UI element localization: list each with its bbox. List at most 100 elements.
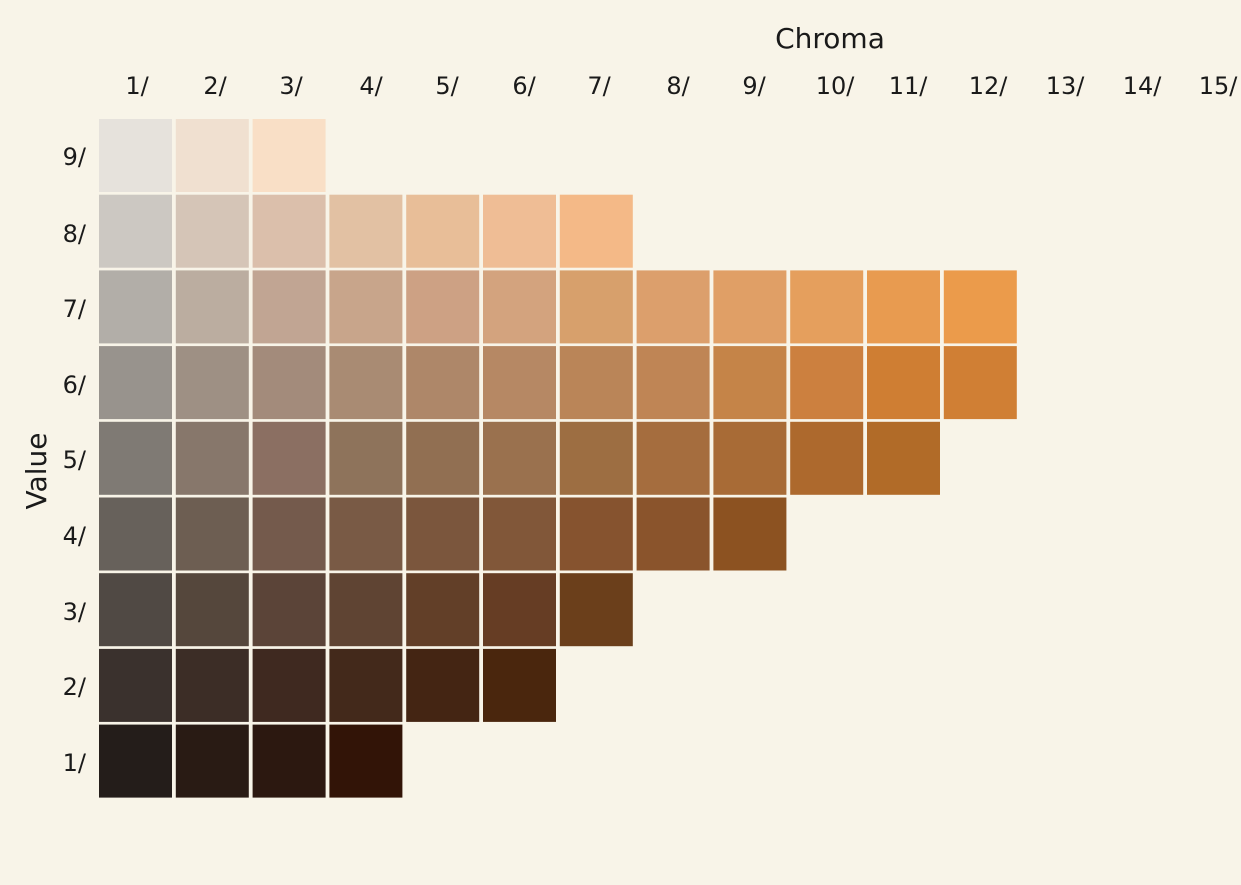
color-chip	[175, 346, 249, 420]
color-chip	[713, 421, 787, 495]
color-chip	[559, 194, 633, 268]
y-tick-label: 2/	[63, 673, 87, 701]
color-chip	[99, 724, 172, 798]
x-tick-label: 9/	[742, 72, 766, 100]
color-chip	[713, 346, 787, 420]
x-tick-label: 2/	[203, 72, 227, 100]
color-chip	[252, 724, 326, 798]
color-chip	[99, 346, 172, 420]
color-chip	[559, 346, 633, 420]
color-chip	[406, 497, 480, 571]
y-tick-label: 8/	[63, 220, 87, 248]
color-chip	[559, 421, 633, 495]
y-axis-title: Value	[20, 433, 53, 510]
color-chip	[636, 421, 710, 495]
color-chip	[483, 573, 556, 647]
color-chip	[483, 346, 556, 420]
color-chip	[252, 270, 326, 344]
color-chip	[329, 194, 403, 268]
color-chip	[406, 270, 480, 344]
color-chip	[406, 648, 480, 722]
x-tick-label: 8/	[666, 72, 690, 100]
color-chip	[559, 573, 633, 647]
color-chip	[329, 346, 403, 420]
color-chip	[406, 573, 480, 647]
color-chip	[483, 270, 556, 344]
color-chip	[329, 573, 403, 647]
color-chip	[483, 194, 556, 268]
color-chip	[329, 270, 403, 344]
color-chip	[252, 119, 326, 192]
color-chip	[867, 421, 940, 495]
color-chip	[252, 346, 326, 420]
color-chip	[867, 270, 940, 344]
color-chip	[175, 497, 249, 571]
x-tick-label: 5/	[435, 72, 459, 100]
y-tick-label: 7/	[63, 295, 87, 323]
y-tick-label: 4/	[63, 522, 87, 550]
color-chip	[99, 119, 172, 192]
color-chip	[943, 270, 1017, 344]
x-tick-label: 13/	[1046, 72, 1086, 100]
x-tick-label: 3/	[279, 72, 303, 100]
color-chip	[99, 573, 172, 647]
color-chip	[559, 270, 633, 344]
x-tick-label: 10/	[816, 72, 856, 100]
y-tick-label: 5/	[63, 446, 87, 474]
color-chip	[175, 573, 249, 647]
color-chip	[483, 497, 556, 571]
color-chip	[252, 497, 326, 571]
color-chip	[175, 421, 249, 495]
color-chip	[867, 346, 940, 420]
color-chip	[99, 421, 172, 495]
color-chip	[175, 648, 249, 722]
color-chip	[252, 421, 326, 495]
color-chip	[636, 497, 710, 571]
color-chip	[175, 724, 249, 798]
color-chip	[329, 724, 403, 798]
y-tick-label: 6/	[63, 371, 87, 399]
color-chip	[713, 270, 787, 344]
color-chip	[252, 194, 326, 268]
color-chip	[99, 648, 172, 722]
color-chip	[175, 194, 249, 268]
color-chips	[99, 119, 1017, 798]
x-tick-label: 11/	[889, 72, 929, 100]
color-chip	[329, 648, 403, 722]
color-chip	[99, 194, 172, 268]
x-tick-label: 15/	[1199, 72, 1239, 100]
color-chip	[483, 648, 556, 722]
x-tick-label: 7/	[587, 72, 611, 100]
color-chip	[252, 573, 326, 647]
color-chip	[636, 346, 710, 420]
color-chip	[406, 421, 480, 495]
y-tick-label: 1/	[63, 749, 87, 777]
x-tick-label: 6/	[512, 72, 536, 100]
color-chip	[329, 497, 403, 571]
color-chip	[790, 421, 864, 495]
color-chip	[790, 270, 864, 344]
color-chip	[175, 270, 249, 344]
color-chip	[636, 270, 710, 344]
color-chip	[943, 346, 1017, 420]
x-tick-labels: 1/2/3/4/5/6/7/8/9/10/11/12/13/14/15/	[125, 72, 1238, 100]
color-chip	[790, 346, 864, 420]
x-tick-label: 14/	[1123, 72, 1163, 100]
x-tick-label: 4/	[359, 72, 383, 100]
color-chip	[406, 346, 480, 420]
color-chip	[99, 497, 172, 571]
y-tick-labels: 9/8/7/6/5/4/3/2/1/	[63, 143, 87, 777]
color-chip	[252, 648, 326, 722]
color-chip	[175, 119, 249, 192]
x-tick-label: 1/	[125, 72, 149, 100]
x-axis-title: Chroma	[775, 22, 885, 55]
color-chip	[329, 421, 403, 495]
y-tick-label: 9/	[63, 143, 87, 171]
color-chip	[713, 497, 787, 571]
color-chip	[406, 194, 480, 268]
color-chip	[483, 421, 556, 495]
color-chip	[559, 497, 633, 571]
color-chip	[99, 270, 172, 344]
